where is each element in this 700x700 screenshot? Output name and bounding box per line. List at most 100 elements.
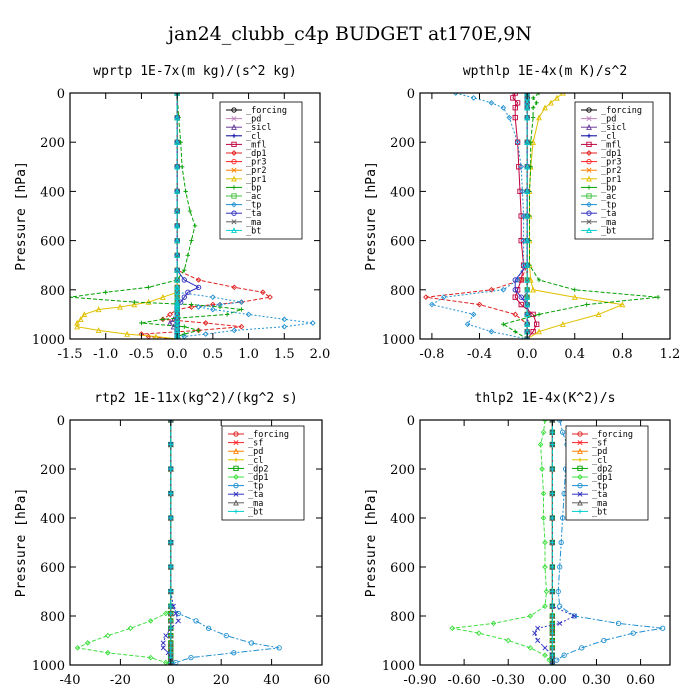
series-point-tp	[615, 620, 622, 626]
series-point-pr1	[124, 330, 131, 337]
series-point-bp	[530, 95, 536, 101]
legend-marker	[586, 175, 592, 182]
x-tick-label: 0.8	[612, 347, 633, 362]
x-tick-label: 2.0	[310, 347, 331, 362]
y-tick-label: 600	[390, 235, 415, 250]
figure-title: jan24_clubb_c4p BUDGET at170E,9N	[166, 23, 532, 45]
legend-marker	[577, 509, 583, 514]
legend-label: _pr2	[601, 166, 621, 176]
series-point-bp	[239, 307, 244, 312]
series-point-dp1	[518, 277, 525, 283]
y-tick-label: 1000	[32, 659, 65, 674]
series-point-bt	[550, 604, 555, 609]
series-point-bt	[524, 163, 531, 170]
series-point-dp1	[147, 618, 154, 624]
plot-area	[423, 93, 661, 339]
legend-label: _pd	[601, 115, 616, 125]
series-point-dp1	[195, 277, 202, 283]
y-tick-label: 400	[390, 185, 415, 200]
legend-marker	[577, 447, 583, 454]
y-axis-label: Pressure [hPa]	[364, 161, 379, 271]
x-tick-label: -40	[60, 673, 81, 688]
series-point-ta	[165, 650, 171, 656]
series-point-bt	[550, 564, 555, 570]
legend-marker	[586, 201, 592, 208]
legend-marker	[586, 227, 592, 234]
series-point-pr1	[95, 306, 102, 313]
x-tick-label: 0.00	[538, 673, 567, 688]
chart-panels: wprtp 1E-7x(m kg)/(s^2 kg) Pressure [hPa]…	[14, 64, 680, 688]
legend-marker	[231, 150, 237, 156]
series-point-bt	[174, 163, 181, 170]
legend-marker	[577, 431, 583, 437]
y-tick-label: 800	[40, 284, 65, 299]
series-point-ta	[542, 645, 548, 651]
series-point-tp	[579, 645, 585, 651]
series-point-bt	[524, 311, 531, 318]
series-point-tp	[500, 286, 507, 293]
series-point-dp1	[231, 284, 238, 291]
panel-title: rtp2 1E-11x(kg^2)/(kg^2 s)	[94, 391, 298, 406]
series-line-dp1	[141, 93, 272, 339]
series-point-tp	[231, 327, 238, 334]
series-point-bt	[550, 589, 555, 594]
series-point-tp	[210, 306, 216, 313]
x-tick-label: 60	[314, 673, 331, 688]
series-point-bt	[174, 138, 181, 145]
legend-marker	[231, 133, 237, 138]
series-point-bp	[196, 328, 201, 333]
series-point-bp	[513, 329, 518, 334]
plot-area	[74, 420, 282, 665]
legend-label: _dp1	[592, 473, 612, 483]
series-point-dp1	[238, 323, 245, 330]
series-point-bp	[655, 294, 661, 300]
series-line-bp	[70, 93, 242, 339]
legend-label: _ac	[246, 192, 261, 202]
legend-label: _cl	[592, 456, 607, 466]
series-line-dp1	[452, 420, 553, 665]
series-point-bp	[192, 223, 198, 229]
series-point-dp1	[475, 630, 482, 636]
series-point-ta	[175, 618, 181, 624]
series-point-dp1	[104, 632, 111, 639]
legend-marker	[586, 167, 592, 173]
series-point-ta	[512, 287, 518, 293]
series-point-dp1	[527, 613, 534, 619]
legend-label: _ta	[601, 209, 616, 219]
series-point-tp	[518, 163, 525, 170]
legend-marker	[233, 431, 239, 437]
series-point-bp	[189, 238, 194, 243]
x-tick-label: 0.0	[517, 347, 538, 362]
legend-label: _ma	[246, 218, 261, 228]
series-point-pr1	[117, 303, 123, 310]
series-point-pr1	[131, 301, 138, 308]
series-point-mfl	[512, 93, 518, 96]
legend-label: _dp1	[601, 149, 621, 159]
series-point-bt	[550, 645, 555, 651]
legend-marker	[233, 465, 239, 472]
series-point-bt	[524, 301, 531, 308]
series-point-bt	[174, 303, 181, 310]
series-point-bt	[174, 188, 181, 195]
series-point-bt	[168, 618, 173, 624]
series-point-dp1	[162, 610, 169, 617]
x-tick-label: -0.8	[419, 347, 444, 362]
series-point-pr1	[530, 286, 537, 293]
legend-label: _bt	[592, 507, 607, 517]
series-point-bt	[550, 626, 555, 631]
series-point-dp1	[542, 539, 548, 546]
series-point-bp	[132, 299, 137, 305]
series-point-pr1	[542, 104, 548, 111]
legend-marker	[233, 499, 239, 506]
series-point-bt	[524, 104, 531, 111]
series-point-bt	[174, 114, 181, 121]
series-point-pr1	[619, 301, 626, 308]
y-tick-label: 600	[40, 235, 65, 250]
series-point-ta	[518, 294, 524, 300]
y-axis-label: Pressure [hPa]	[14, 488, 29, 598]
legend-marker	[577, 474, 583, 480]
series-point-tp	[248, 640, 255, 646]
y-tick-label: 800	[40, 610, 65, 625]
legend-marker	[231, 219, 237, 225]
series-point-tp	[601, 637, 607, 644]
